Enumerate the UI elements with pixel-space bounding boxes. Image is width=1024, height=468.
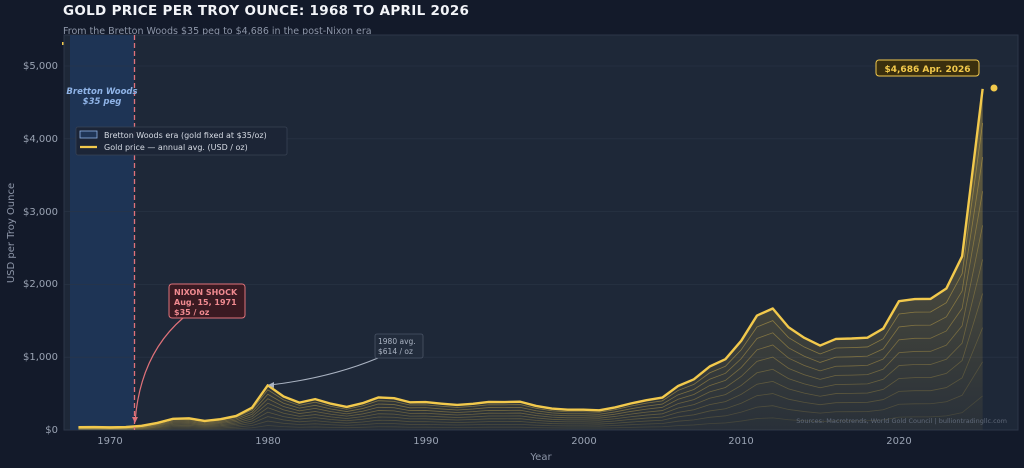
y-tick: $4,000 (23, 134, 58, 145)
avg-1980-annotation: 1980 avg. $614 / oz (268, 333, 424, 388)
latest-price-annotation: $4,686 Apr. 2026 (875, 59, 998, 92)
sources-note: Sources: Macrotrends, World Gold Council… (796, 417, 1007, 425)
y-tick: $3,000 (23, 207, 58, 218)
latest-price-marker (990, 84, 998, 92)
y-axis-label: USD per Troy Ounce (6, 183, 17, 283)
nixon-date: Aug. 15, 1971 (174, 298, 237, 307)
y-axis: $0 $1,000 $2,000 $3,000 $4,000 $5,000 (23, 61, 58, 436)
bretton-woods-label: Bretton Woods (66, 87, 137, 97)
x-tick: 1970 (97, 436, 122, 447)
x-tick: 1990 (413, 436, 438, 447)
x-axis: 1970 1980 1990 2000 2010 2020 (97, 436, 911, 447)
y-tick: $5,000 (23, 61, 58, 72)
bretton-woods-peg-label: $35 peg (83, 97, 122, 107)
nixon-shock-annotation: NIXON SHOCK Aug. 15, 1971 $35 / oz (132, 283, 246, 423)
legend-label-gold: Gold price — annual avg. (USD / oz) (104, 143, 248, 152)
x-tick: 2010 (728, 436, 753, 447)
gold-price-line (78, 88, 984, 429)
nixon-price: $35 / oz (174, 308, 210, 317)
y-tick: $2,000 (23, 279, 58, 290)
chart-title: GOLD PRICE PER TROY OUNCE: 1968 TO APRIL… (63, 3, 470, 19)
avg-1980-value: $614 / oz (378, 347, 413, 356)
latest-price-label: $4,686 Apr. 2026 (884, 65, 970, 75)
legend: Bretton Woods era (gold fixed at $35/oz)… (75, 126, 288, 156)
avg-1980-label: 1980 avg. (378, 337, 416, 346)
area-fill (78, 88, 984, 431)
nixon-title: NIXON SHOCK (174, 288, 238, 297)
y-tick: $0 (45, 425, 58, 436)
chart-subtitle: From the Bretton Woods $35 peg to $4,686… (63, 26, 372, 37)
x-tick: 1980 (255, 436, 280, 447)
x-axis-label: Year (529, 452, 552, 463)
bretton-woods-band (70, 35, 134, 430)
legend-swatch-bretton (79, 130, 98, 139)
x-tick: 2000 (571, 436, 596, 447)
legend-label-bretton: Bretton Woods era (gold fixed at $35/oz) (104, 131, 267, 140)
y-tick: $1,000 (23, 352, 58, 363)
x-tick: 2020 (886, 436, 911, 447)
